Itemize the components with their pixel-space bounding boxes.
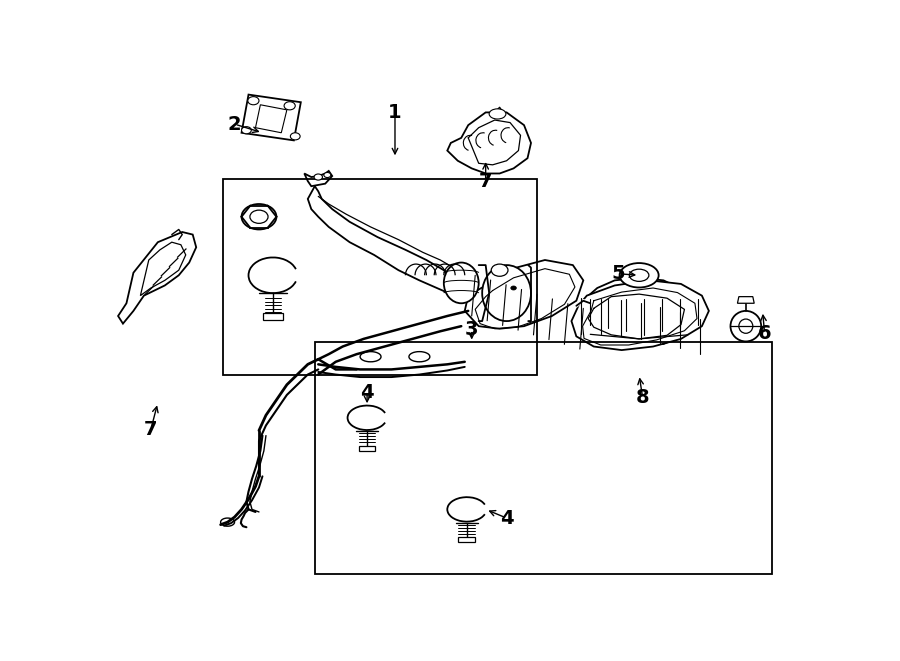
- Ellipse shape: [241, 127, 251, 134]
- Text: 6: 6: [758, 325, 771, 343]
- Text: 5: 5: [611, 264, 625, 284]
- Ellipse shape: [284, 102, 295, 110]
- Polygon shape: [576, 278, 698, 345]
- Polygon shape: [118, 232, 196, 324]
- Polygon shape: [256, 104, 287, 133]
- Ellipse shape: [739, 319, 752, 333]
- Ellipse shape: [241, 204, 276, 229]
- Ellipse shape: [314, 174, 322, 180]
- Text: 3: 3: [465, 320, 479, 339]
- Polygon shape: [458, 537, 475, 543]
- Polygon shape: [140, 242, 185, 295]
- Polygon shape: [447, 112, 531, 173]
- Text: 1: 1: [388, 103, 401, 122]
- Ellipse shape: [248, 97, 259, 105]
- Ellipse shape: [482, 265, 531, 321]
- Polygon shape: [737, 297, 754, 303]
- Ellipse shape: [291, 133, 300, 140]
- Polygon shape: [572, 280, 709, 350]
- Bar: [315, 342, 771, 574]
- Polygon shape: [241, 95, 301, 140]
- Ellipse shape: [629, 269, 649, 282]
- Ellipse shape: [619, 263, 659, 288]
- Polygon shape: [308, 186, 479, 306]
- Text: 4: 4: [360, 383, 373, 402]
- Ellipse shape: [511, 286, 517, 290]
- Ellipse shape: [444, 262, 479, 303]
- Text: 7: 7: [479, 172, 492, 190]
- Bar: [222, 178, 536, 375]
- Polygon shape: [263, 313, 283, 320]
- Text: 8: 8: [635, 388, 650, 407]
- Text: 7: 7: [144, 420, 158, 439]
- Ellipse shape: [491, 264, 508, 276]
- Text: 2: 2: [228, 114, 241, 134]
- Polygon shape: [359, 446, 375, 451]
- Text: 4: 4: [500, 508, 513, 527]
- Ellipse shape: [731, 311, 761, 342]
- Ellipse shape: [250, 210, 268, 223]
- Ellipse shape: [490, 109, 506, 119]
- Polygon shape: [464, 260, 583, 329]
- Polygon shape: [304, 171, 332, 186]
- Ellipse shape: [324, 173, 331, 178]
